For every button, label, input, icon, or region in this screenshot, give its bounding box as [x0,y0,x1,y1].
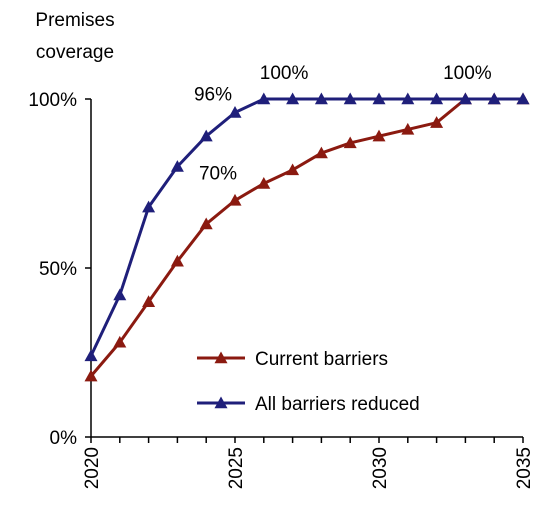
series-0-point [343,136,357,149]
series-0-point [228,193,242,206]
series-1-point [487,92,501,105]
series-0-point [257,177,271,189]
series-0-point [401,122,415,135]
series-1-point [401,92,415,105]
legend-label-1: All barriers reduced [255,394,420,415]
series-1-point [84,349,98,362]
series-1-point [430,92,444,105]
series-1-point [170,160,184,172]
legend-marker-1 [214,396,228,409]
series-0-point [142,295,156,307]
y-axis-title-line-2: coverage [36,42,114,63]
legend-label-0: Current barriers [255,349,388,370]
y-tick-label: 0% [50,428,78,449]
x-tick-label: 2030 [370,447,391,489]
series-0-point [372,129,386,142]
series-1-point [458,92,472,105]
series-1-point [142,200,156,213]
series-1-point [228,106,242,118]
series-0-point [84,369,98,382]
series-0-point [113,335,127,348]
series-1-point [516,92,530,105]
data-annotation: 100% [443,63,492,84]
series-1-point [343,92,357,105]
data-annotation: 96% [194,85,232,106]
series-0-point [430,116,444,128]
series-1-point [314,92,328,105]
series-1-point [113,288,127,301]
data-annotation: 70% [199,163,237,184]
x-tick-label: 2025 [226,447,247,489]
series-1-point [286,92,300,105]
series-line-1 [89,97,523,357]
x-tick-label: 2035 [514,447,535,489]
x-tick-label: 2020 [82,447,103,489]
series-1-point [257,92,271,105]
series-1-point [199,129,213,142]
legend-marker-0 [214,351,228,364]
y-tick-label: 100% [28,90,77,111]
series-0-point [314,146,328,159]
y-tick-label: 50% [39,259,77,280]
series-1-point [372,92,386,105]
series-line-0 [89,97,523,378]
series-0-point [170,254,184,267]
y-axis-title-line-1: Premises [35,10,114,31]
series-0-point [199,217,213,230]
series-0-point [286,163,300,176]
data-annotation: 100% [260,63,309,84]
